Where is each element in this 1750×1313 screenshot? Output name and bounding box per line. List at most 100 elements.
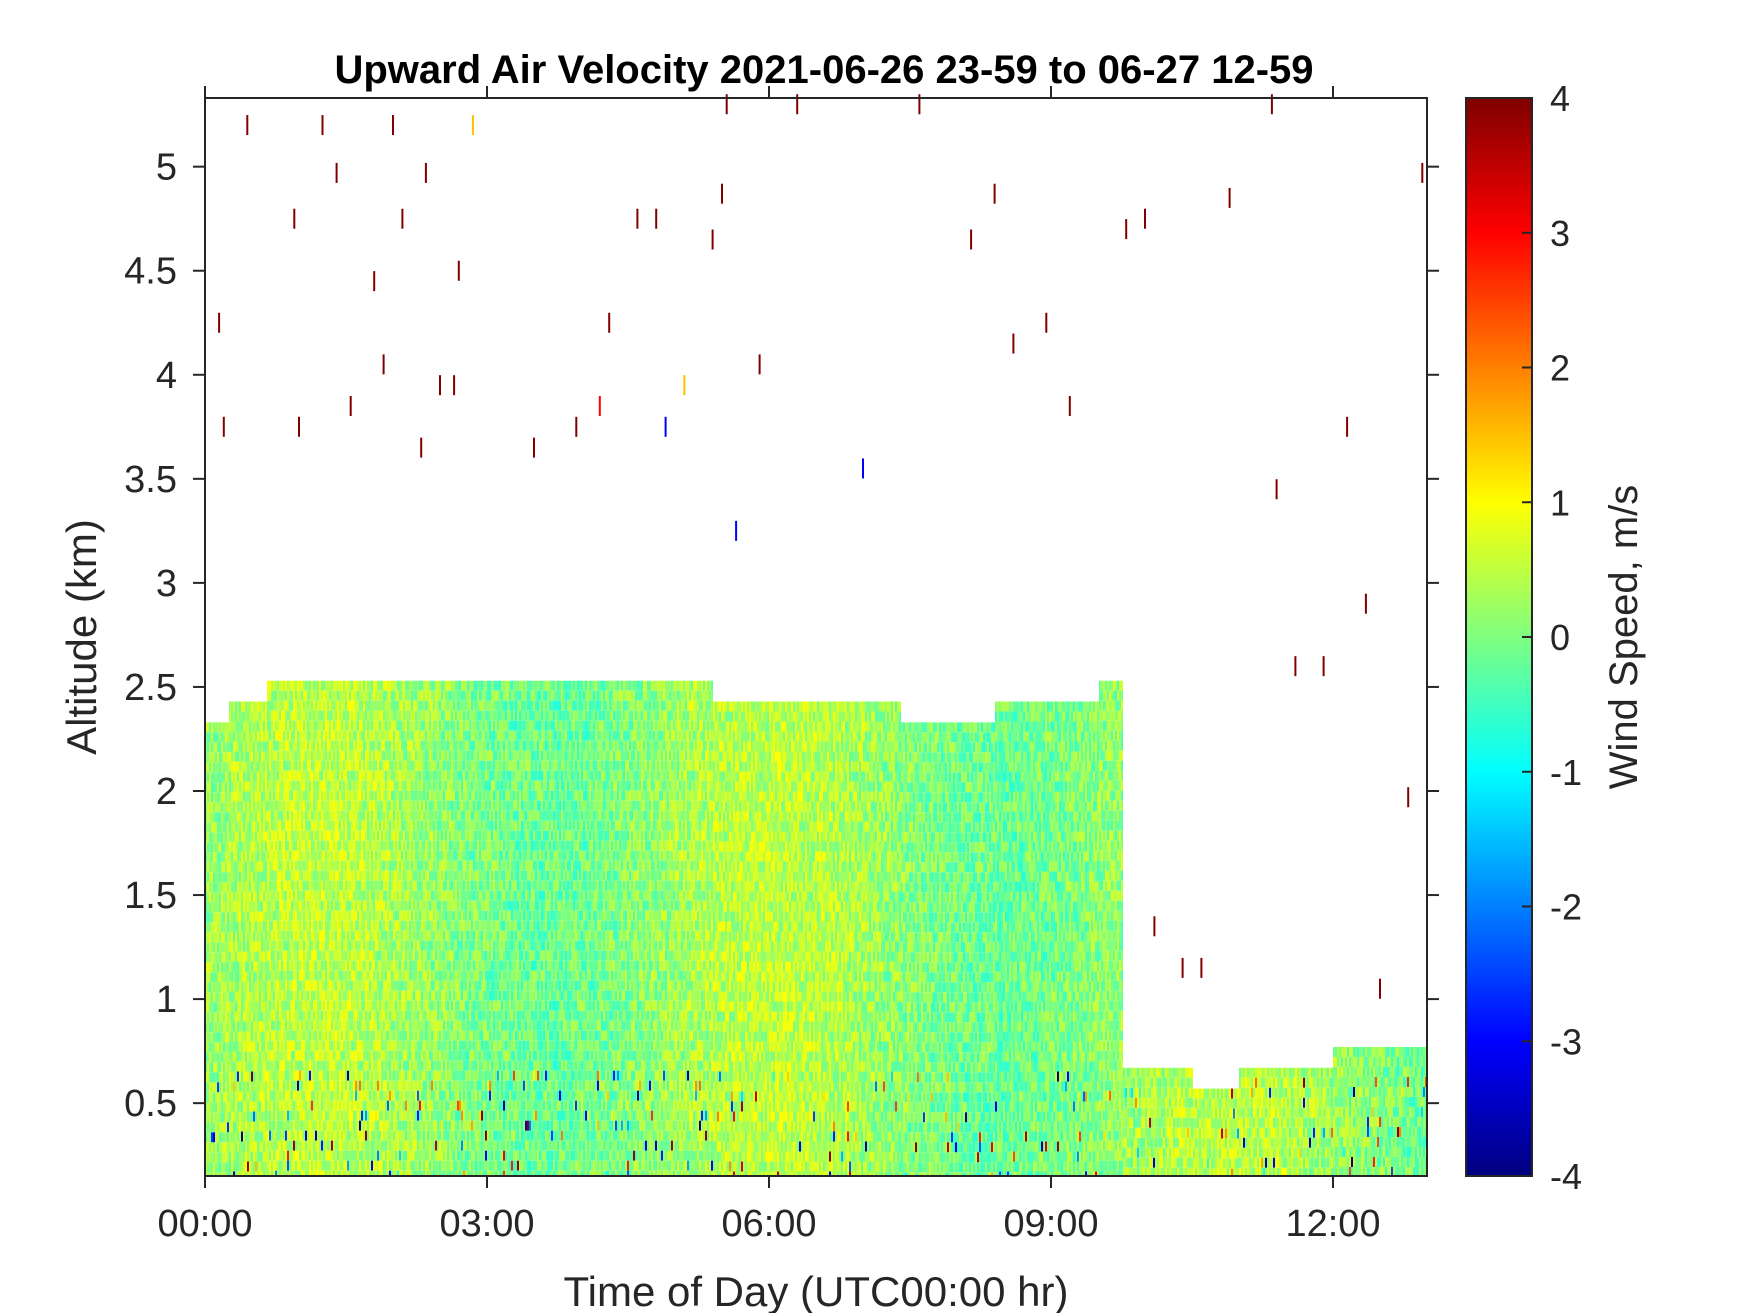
heatmap-cell [257, 1111, 259, 1122]
heatmap-cell [291, 680, 293, 691]
heatmap-cell [349, 1070, 351, 1081]
heatmap-cell [405, 1160, 407, 1171]
heatmap-cell [351, 750, 353, 761]
heatmap-cell [323, 830, 325, 841]
heatmap-cell [231, 811, 233, 822]
heatmap-cell [399, 750, 401, 761]
heatmap-cell [289, 710, 291, 721]
heatmap-cell [311, 750, 313, 761]
heatmap-cell [295, 920, 297, 931]
heatmap-cell [367, 950, 369, 961]
heatmap-cell [289, 700, 291, 711]
heatmap-cell [387, 830, 389, 841]
heatmap-cell [311, 1070, 313, 1081]
heatmap-cell [255, 941, 257, 952]
heatmap-cell [221, 1022, 223, 1033]
heatmap-cell [291, 990, 293, 1001]
heatmap-cell [301, 980, 303, 991]
heatmap-cell [347, 1120, 349, 1131]
heatmap-cell [375, 880, 377, 891]
heatmap-cell [401, 860, 403, 871]
heatmap-cell [385, 850, 387, 861]
heatmap-cell [333, 760, 335, 771]
heatmap-cell [337, 790, 339, 801]
heatmap-cell [365, 980, 367, 991]
heatmap-cell [361, 1130, 363, 1141]
heatmap-cell [279, 1170, 281, 1176]
heatmap-cell [289, 860, 291, 871]
heatmap-cell [235, 891, 237, 902]
heatmap-cell [353, 780, 355, 791]
heatmap-cell [245, 1161, 247, 1172]
heatmap-cell [363, 690, 365, 701]
heatmap-cell [249, 981, 251, 992]
heatmap-cell [207, 902, 209, 913]
heatmap-cell [229, 701, 231, 712]
heatmap-cell [391, 1090, 393, 1101]
heatmap-cell [361, 1160, 363, 1171]
heatmap-cell [391, 830, 393, 841]
heatmap-cell [395, 800, 397, 811]
heatmap-cell [401, 710, 403, 721]
heatmap-cell [209, 1022, 211, 1033]
heatmap-cell [309, 930, 311, 941]
heatmap-cell [377, 860, 379, 871]
heatmap-cell [239, 1161, 241, 1172]
heatmap-cell [339, 1100, 341, 1111]
heatmap-cell [267, 1030, 269, 1041]
heatmap-cell [313, 990, 315, 1001]
heatmap-cell [381, 1060, 383, 1071]
heatmap-cell [369, 790, 371, 801]
heatmap-cell [339, 840, 341, 851]
heatmap-cell [287, 790, 289, 801]
heatmap-cell [349, 770, 351, 781]
heatmap-cell [317, 940, 319, 951]
heatmap-cell [359, 980, 361, 991]
heatmap-cell [225, 1162, 227, 1173]
heatmap-cell [275, 770, 277, 781]
heatmap-cell [263, 1031, 265, 1042]
heatmap-cell [397, 1140, 399, 1151]
heatmap-cell [359, 920, 361, 931]
heatmap-cell [263, 881, 265, 892]
heatmap-cell [363, 810, 365, 821]
heatmap-cell [293, 1050, 295, 1061]
heatmap-cell [301, 720, 303, 731]
heatmap-cell [247, 791, 249, 802]
heatmap-cell [277, 920, 279, 931]
heatmap-cell [391, 800, 393, 811]
heatmap-cell [343, 1150, 345, 1161]
heatmap-cell [395, 1120, 397, 1131]
heatmap-cell [299, 700, 301, 711]
heatmap-cell [311, 1140, 313, 1151]
heatmap-cell [401, 1040, 403, 1051]
heatmap-cell [393, 740, 395, 751]
heatmap-cell [265, 981, 267, 992]
heatmap-cell [377, 1080, 379, 1091]
heatmap-cell [339, 790, 341, 801]
heatmap-cell [387, 680, 389, 691]
heatmap-cell [393, 1150, 395, 1161]
heatmap-cell [225, 822, 227, 833]
heatmap-cell [357, 690, 359, 701]
heatmap-cell [327, 760, 329, 771]
heatmap-cell [283, 1090, 285, 1101]
heatmap-cell [225, 892, 227, 903]
heatmap-cell [375, 1090, 377, 1101]
heatmap-cell [379, 700, 381, 711]
heatmap-cell [391, 1000, 393, 1011]
heatmap-cell [289, 790, 291, 801]
heatmap-cell [293, 760, 295, 771]
heatmap-cell [339, 990, 341, 1001]
heatmap-cell [299, 720, 301, 731]
heatmap-cell [217, 862, 219, 873]
heatmap-cell [213, 1072, 215, 1083]
heatmap-cell [253, 971, 255, 982]
heatmap-cell [309, 700, 311, 711]
heatmap-cell [215, 782, 217, 793]
heatmap-cell [405, 1030, 407, 1041]
heatmap-cell [279, 690, 281, 701]
heatmap-cell [239, 721, 241, 732]
heatmap-cell [275, 950, 277, 961]
heatmap-cell [287, 900, 289, 911]
